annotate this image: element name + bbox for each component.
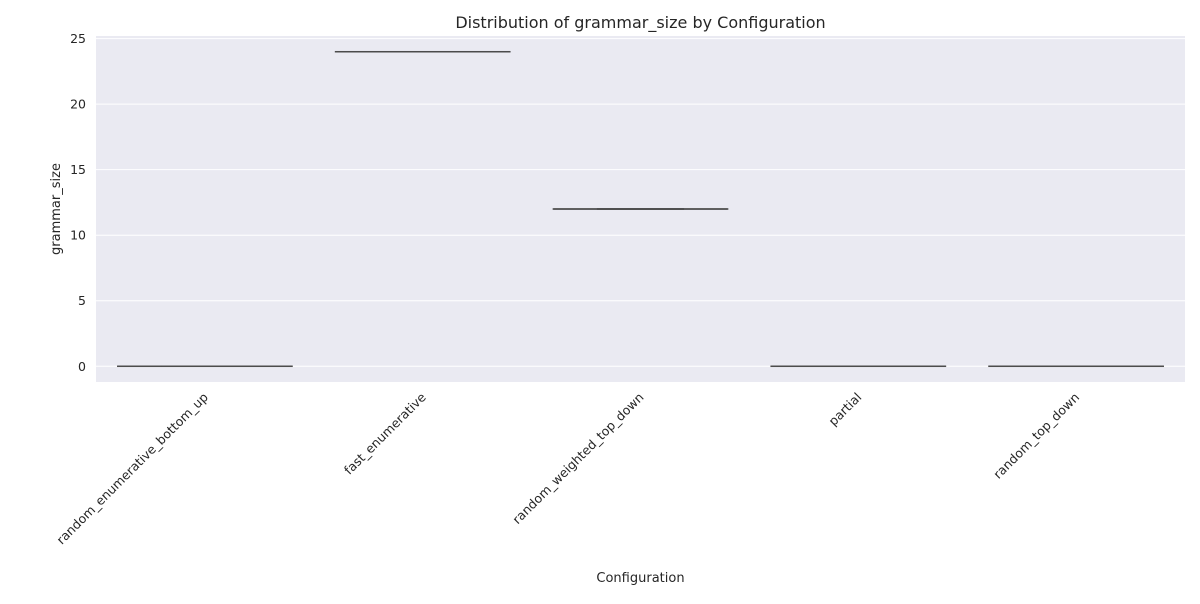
y-tick-labels: 0 5 10 15 20 25 — [70, 31, 86, 374]
x-tick-label: random_enumerative_bottom_up — [53, 389, 211, 547]
y-tick-label: 0 — [78, 359, 86, 374]
x-tick-label: partial — [825, 390, 864, 429]
y-tick-label: 15 — [70, 162, 86, 177]
x-axis-label: Configuration — [596, 571, 684, 586]
y-tick-label: 20 — [70, 97, 86, 112]
y-tick-label: 25 — [70, 31, 86, 46]
x-tick-labels: random_enumerative_bottom_up fast_enumera… — [53, 389, 1082, 547]
x-tick-label: random_top_down — [990, 390, 1082, 482]
y-tick-label: 5 — [78, 293, 86, 308]
x-tick-label: fast_enumerative — [341, 389, 429, 477]
y-axis-label: grammar_size — [49, 163, 64, 255]
chart-title: Distribution of grammar_size by Configur… — [455, 13, 825, 33]
y-tick-label: 10 — [70, 228, 86, 243]
x-tick-label: random_weighted_top_down — [509, 390, 646, 527]
